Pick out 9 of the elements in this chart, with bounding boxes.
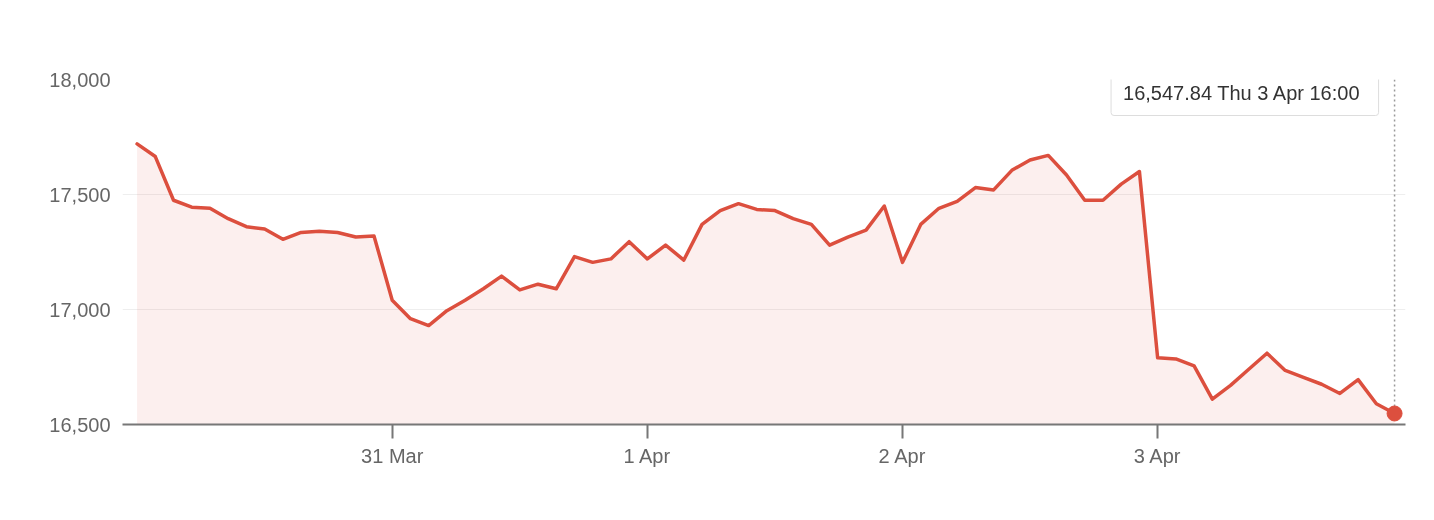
y-tick-label: 16,500 — [49, 413, 111, 436]
x-tick-label: 1 Apr — [623, 444, 671, 467]
y-tick-label: 18,000 — [49, 68, 111, 91]
annotation: 16,547.84 Thu 3 Apr 16:00 — [1123, 81, 1360, 104]
x-tick-label: 2 Apr — [878, 444, 926, 467]
y-tick-label: 17,500 — [49, 183, 111, 206]
y-tick-label: 17,000 — [49, 298, 111, 321]
x-tick-label: 3 Apr — [1133, 444, 1181, 467]
x-tick-label: 31 Mar — [361, 444, 424, 467]
